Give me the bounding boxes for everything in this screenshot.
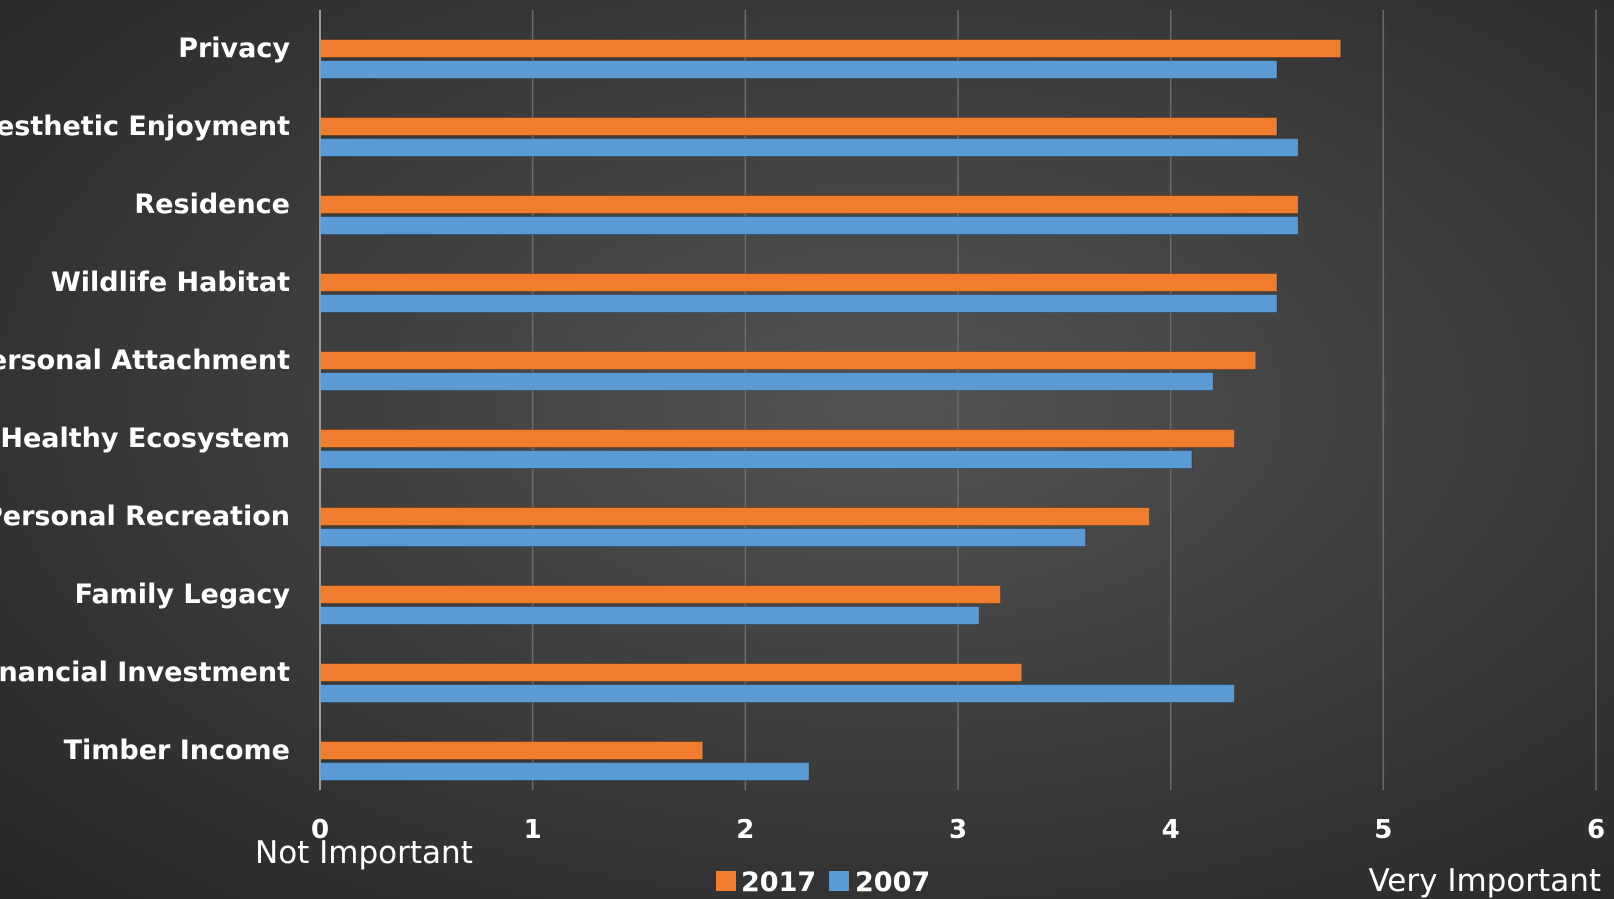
x-axis-high-label: Very Important: [1369, 863, 1602, 899]
bars: [319, 39, 1342, 781]
bar-2007-family-legacy: [319, 606, 980, 625]
bar-2007-personal-attachment: [319, 372, 1214, 391]
bar-2007-timber-income: [319, 762, 810, 781]
x-axis-low-label: Not Important: [255, 835, 473, 871]
category-label-family-legacy: Family Legacy: [75, 579, 291, 610]
bar-2007-wildlife-habitat: [319, 294, 1278, 313]
category-label-privacy: Privacy: [178, 33, 290, 64]
x-tick-label-0: 0: [311, 815, 329, 845]
bar-2017-healthy-ecosystem: [319, 429, 1235, 448]
x-tick-label-5: 5: [1374, 815, 1392, 845]
bar-2007-personal-recreation: [319, 528, 1087, 547]
x-axis-tick-labels: 0 1 2 3 4 5 6: [311, 815, 1605, 845]
legend-label-2007: 2007: [855, 867, 930, 898]
bar-2007-financial-investment: [319, 684, 1235, 703]
legend-label-2017: 2017: [741, 867, 816, 898]
category-label-timber-income: Timber Income: [64, 735, 290, 766]
bar-2017-personal-recreation: [319, 507, 1150, 526]
x-tick-label-4: 4: [1162, 815, 1180, 845]
bar-2017-residence: [319, 195, 1299, 214]
bar-2007-residence: [319, 216, 1299, 235]
bar-2017-family-legacy: [319, 585, 1002, 604]
category-label-personal-attachment: Personal Attachment: [0, 345, 290, 376]
x-tick-label-2: 2: [736, 815, 754, 845]
category-label-personal-recreation: Personal Recreation: [0, 501, 290, 532]
category-label-healthy-ecosystem: Healthy Ecosystem: [0, 423, 290, 454]
bar-2007-healthy-ecosystem: [319, 450, 1193, 469]
bar-2017-aesthetic-enjoyment: [319, 117, 1278, 136]
bar-2017-privacy: [319, 39, 1342, 58]
category-label-financial-investment: Financial Investment: [0, 657, 290, 688]
category-label-residence: Residence: [134, 189, 290, 220]
x-tick-label-3: 3: [949, 815, 967, 845]
x-tick-label-1: 1: [524, 815, 542, 845]
bar-2017-personal-attachment: [319, 351, 1257, 370]
legend-swatch-2007: [829, 871, 849, 891]
bar-2007-aesthetic-enjoyment: [319, 138, 1299, 157]
x-tick-label-6: 6: [1587, 815, 1605, 845]
bar-2017-wildlife-habitat: [319, 273, 1278, 292]
bar-2017-financial-investment: [319, 663, 1023, 682]
legend-swatch-2017: [716, 871, 736, 891]
bar-2007-privacy: [319, 60, 1278, 79]
category-label-aesthetic-enjoyment: Aesthetic Enjoyment: [0, 111, 290, 142]
category-label-wildlife-habitat: Wildlife Habitat: [51, 267, 290, 298]
bar-2017-timber-income: [319, 741, 704, 760]
legend: 2017 2007: [716, 867, 930, 898]
category-labels: Privacy Aesthetic Enjoyment Residence Wildl…: [0, 33, 290, 766]
